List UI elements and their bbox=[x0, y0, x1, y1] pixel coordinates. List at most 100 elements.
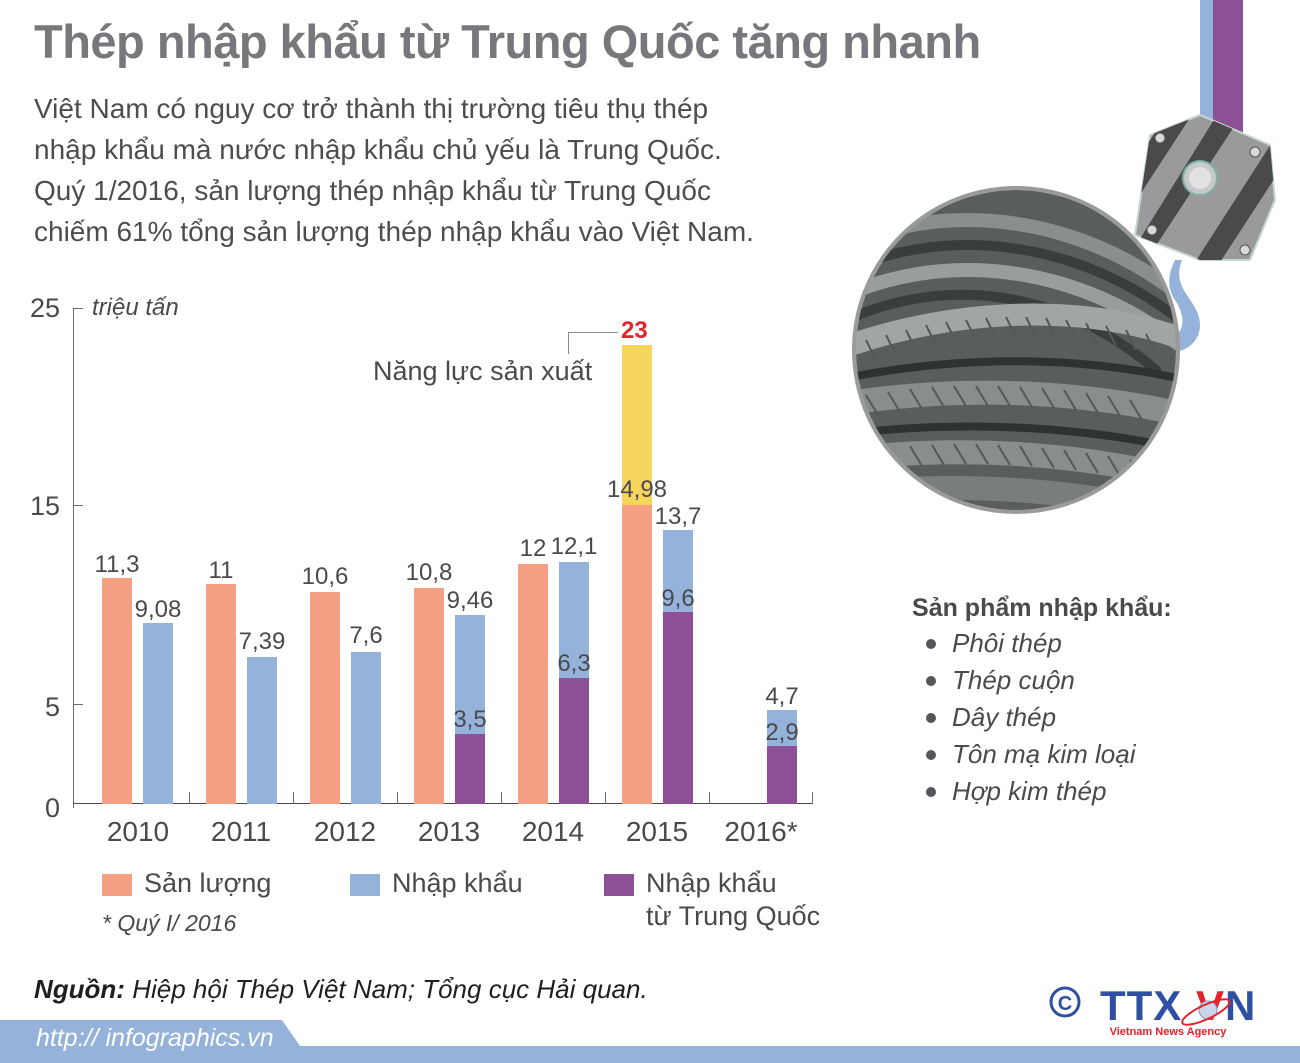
value-label: 10,6 bbox=[301, 563, 349, 590]
value-label: 4,7 bbox=[765, 683, 799, 710]
bullet-icon bbox=[926, 638, 936, 649]
value-label: 10,8 bbox=[405, 559, 453, 586]
y-tick-label: 0 bbox=[44, 793, 60, 823]
list-item: Hợp kim thép bbox=[912, 773, 1172, 810]
y-tick-label: 15 bbox=[30, 491, 61, 521]
y-tick-mark bbox=[73, 704, 83, 705]
products-title: Sản phẩm nhập khẩu: bbox=[912, 594, 1172, 622]
bar-imports-china-2015 bbox=[663, 612, 693, 804]
legend-swatch bbox=[350, 874, 380, 896]
bar-imports-2011 bbox=[247, 657, 277, 804]
page-title: Thép nhập khẩu từ Trung Quốc tăng nhanh bbox=[34, 15, 981, 68]
legend-label: Nhập khẩu bbox=[392, 868, 523, 898]
bar-imports-2012 bbox=[351, 652, 381, 804]
bullet-icon bbox=[926, 712, 936, 723]
bar-production-2014 bbox=[518, 564, 548, 804]
bar-imports-china-2013 bbox=[455, 734, 485, 804]
value-label: 13,7 bbox=[654, 503, 702, 530]
value-label: 7,39 bbox=[238, 628, 286, 655]
footer-band bbox=[0, 1020, 1300, 1063]
y-tick-label: 5 bbox=[44, 692, 60, 722]
bar-imports-china-2016 bbox=[767, 746, 797, 804]
y-axis bbox=[73, 308, 74, 808]
bar-production-2010 bbox=[102, 578, 132, 804]
x-tick-label: 2011 bbox=[210, 816, 272, 847]
footnote: * Quý I/ 2016 bbox=[102, 910, 237, 936]
capacity-leader-line bbox=[568, 332, 569, 354]
value-label: 14,98 bbox=[606, 476, 668, 503]
legend-item-imports-china: Nhập khẩu từ Trung Quốc bbox=[604, 868, 820, 932]
bar-production-2011 bbox=[206, 584, 236, 804]
logo-text: TTX bbox=[1100, 982, 1182, 1029]
x-tick-label: 2014 bbox=[521, 816, 585, 847]
capacity-leader-line bbox=[568, 332, 618, 333]
x-category-separator bbox=[709, 792, 710, 804]
bullet-icon bbox=[926, 675, 936, 686]
source-label: Nguồn: bbox=[34, 974, 125, 1004]
value-label: 9,6 bbox=[661, 585, 695, 612]
copyright-icon: C bbox=[1058, 993, 1072, 1015]
value-label: 6,3 bbox=[557, 650, 591, 677]
y-axis-unit-label: triệu tấn bbox=[92, 294, 179, 321]
ttxvn-logo: C TTX V N Vietnam News Agency bbox=[1048, 980, 1273, 1045]
capacity-value: 23 bbox=[621, 317, 648, 344]
website-link[interactable]: http:// infographics.vn bbox=[36, 1024, 274, 1052]
logo-n: N bbox=[1225, 982, 1255, 1029]
x-tick-label: 2012 bbox=[313, 816, 377, 847]
value-label: 7,6 bbox=[349, 622, 383, 649]
x-category-separator bbox=[189, 792, 190, 804]
crane-hook-icon bbox=[1133, 113, 1277, 353]
x-tick-label: 2016* bbox=[724, 816, 798, 847]
intro-line: Việt Nam có nguy cơ trở thành thị trường… bbox=[34, 93, 709, 124]
bar-imports-2010 bbox=[143, 623, 173, 804]
list-item: Dây thép bbox=[912, 699, 1172, 736]
source-text: Hiệp hội Thép Việt Nam; Tổng cục Hải qua… bbox=[132, 974, 648, 1004]
bullet-icon bbox=[926, 786, 936, 797]
x-tick-label: 2013 bbox=[417, 816, 481, 847]
source-line: Nguồn: Hiệp hội Thép Việt Nam; Tổng cục … bbox=[34, 974, 648, 1005]
legend-item-imports: Nhập khẩu bbox=[350, 868, 523, 899]
crane-rope-blue bbox=[1200, 0, 1214, 120]
steel-rebar-photo bbox=[852, 186, 1180, 514]
x-tick-label: 2010 bbox=[106, 816, 170, 847]
list-item: Phôi thép bbox=[912, 625, 1172, 662]
value-label: 12,1 bbox=[550, 533, 598, 560]
crane-rope-purple bbox=[1213, 0, 1243, 135]
intro-line: nhập khẩu mà nước nhập khẩu chủ yếu là T… bbox=[34, 134, 722, 165]
y-tick-label: 25 bbox=[30, 293, 61, 323]
bullet-icon bbox=[926, 749, 936, 760]
bar-imports-china-2014 bbox=[559, 678, 589, 804]
legend-swatch bbox=[604, 874, 634, 896]
intro-paragraph: Việt Nam có nguy cơ trở thành thị trường… bbox=[34, 88, 864, 252]
bar-capacity-2015 bbox=[622, 345, 652, 505]
products-list: Sản phẩm nhập khẩu: Phôi thép Thép cuộn … bbox=[912, 594, 1172, 810]
legend-swatch bbox=[102, 874, 132, 896]
x-category-separator bbox=[605, 792, 606, 804]
list-item: Tôn mạ kim loại bbox=[912, 736, 1172, 773]
y-tick-mark bbox=[73, 505, 83, 506]
legend-label: Nhập khẩu bbox=[646, 868, 777, 898]
capacity-label: Năng lực sản xuất bbox=[373, 356, 593, 386]
x-category-separator bbox=[397, 792, 398, 804]
intro-line: Quý 1/2016, sản lượng thép nhập khẩu từ … bbox=[34, 175, 711, 206]
bar-production-2013 bbox=[414, 588, 444, 804]
x-category-separator bbox=[501, 792, 502, 804]
logo-subtitle: Vietnam News Agency bbox=[1110, 1026, 1228, 1038]
legend-item-production: Sản lượng bbox=[102, 868, 271, 899]
bar-production-2015 bbox=[622, 505, 652, 804]
legend-label: từ Trung Quốc bbox=[646, 901, 821, 931]
list-item: Thép cuộn bbox=[912, 662, 1172, 699]
x-category-separator bbox=[293, 792, 294, 804]
y-tick-mark bbox=[73, 308, 83, 309]
bar-production-2012 bbox=[310, 592, 340, 804]
value-label: 2,9 bbox=[765, 719, 799, 746]
value-label: 9,46 bbox=[446, 587, 494, 614]
value-label: 9,08 bbox=[134, 596, 182, 623]
legend-label: Sản lượng bbox=[144, 868, 272, 898]
value-label: 11 bbox=[208, 557, 234, 584]
x-category-separator bbox=[812, 792, 813, 804]
value-label: 11,3 bbox=[94, 551, 140, 578]
intro-line: chiếm 61% tổng sản lượng thép nhập khẩu … bbox=[34, 216, 754, 247]
value-label: 3,5 bbox=[453, 706, 487, 733]
x-tick-label: 2015 bbox=[625, 816, 689, 847]
